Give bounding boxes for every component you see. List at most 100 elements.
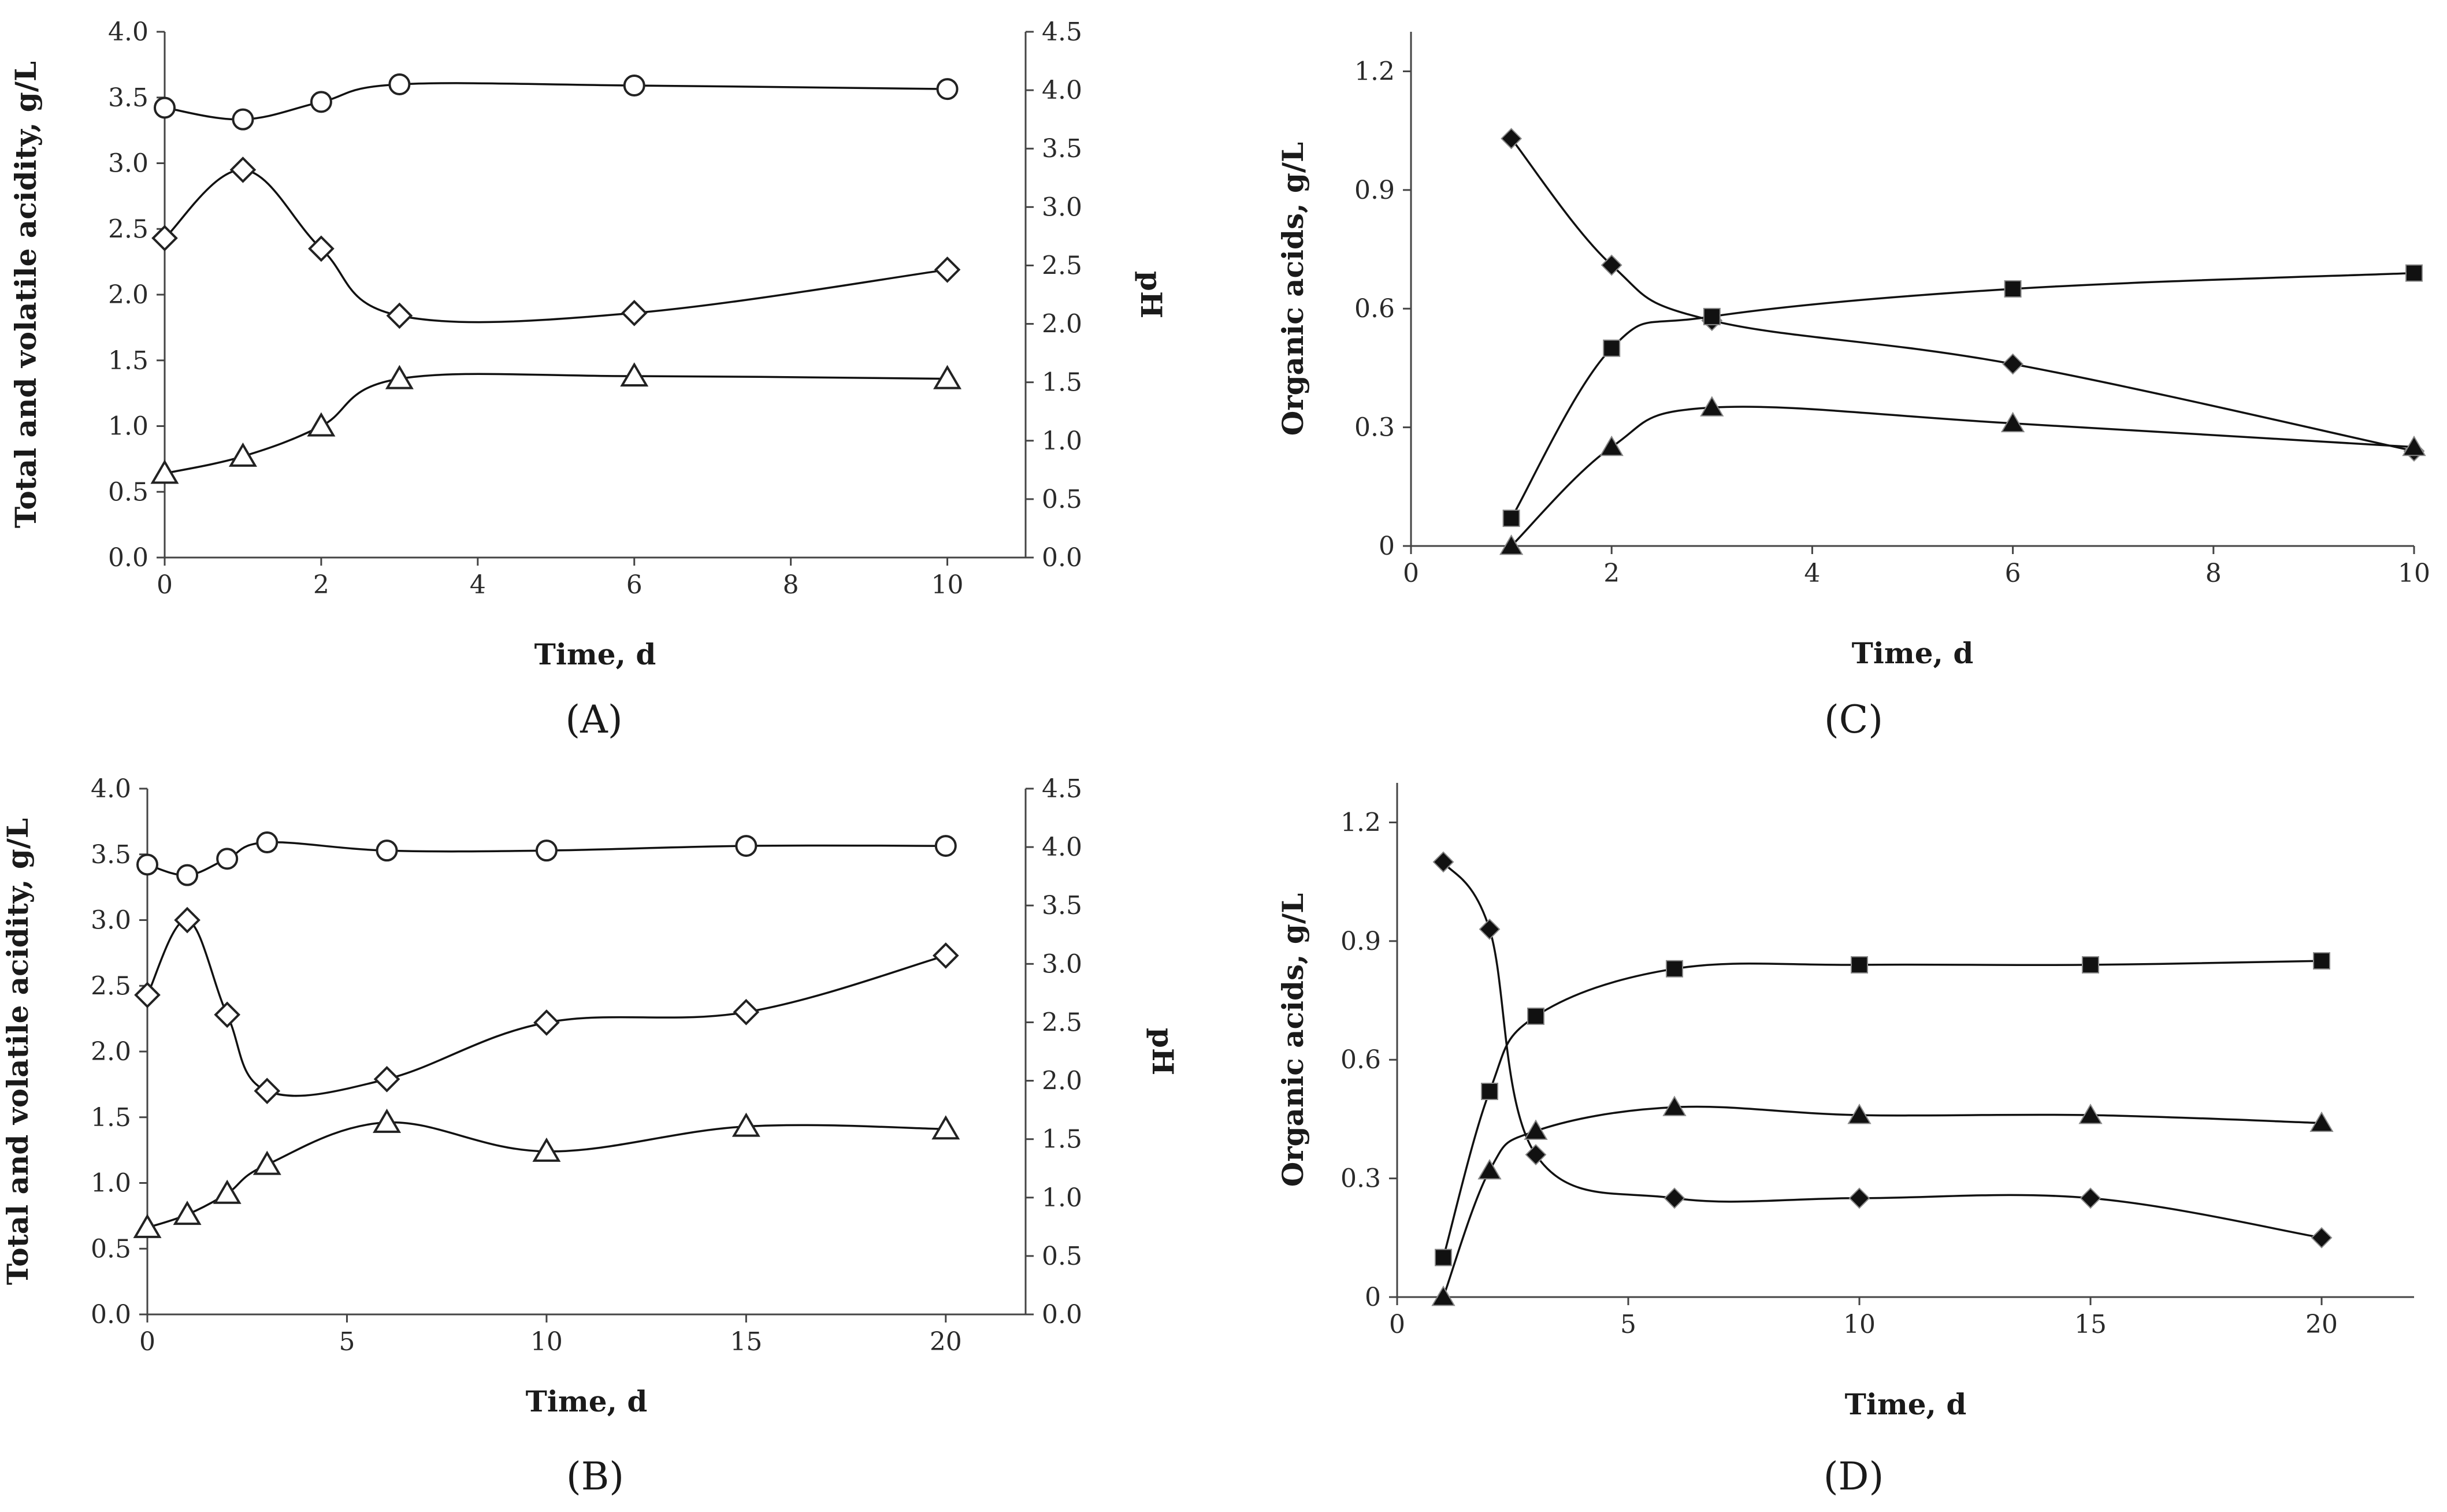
data-point [621,300,648,326]
y-tick-label: 3.5 [108,83,148,113]
data-point [134,982,161,1009]
y2-tick-label: 4.5 [1042,17,1082,47]
x-tick-label: 6 [626,570,643,600]
x-tick-label: 20 [2305,1310,2338,1339]
y-axis-title: Total and volatile acidity, g/L [1,818,35,1285]
data-point [1700,396,1724,417]
y-tick-label: 3.0 [108,149,148,179]
y2-tick-label: 0.0 [1042,1300,1082,1329]
data-point [308,235,335,262]
y-tick-label: 0 [1365,1283,1381,1312]
data-point [931,1115,960,1140]
y-tick-label: 0.5 [108,477,148,507]
data-point [532,1137,561,1162]
data-point [376,839,398,862]
data-point [735,835,758,857]
x-axis-title: Time, d [534,637,656,671]
x-tick-label: 5 [339,1327,355,1357]
x-tick-label: 10 [1843,1310,1876,1339]
y2-tick-label: 0.5 [1042,1242,1082,1271]
data-point [254,1078,281,1105]
data-point [623,75,645,97]
y2-tick-label: 0.0 [1042,543,1082,573]
y2-tick-label: 3.5 [1042,891,1082,920]
data-point [1847,1104,1872,1124]
y2-tick-label: 3.5 [1042,134,1082,164]
data-point [154,96,176,119]
y-tick-label: 2.0 [91,1037,131,1067]
x-tick-label: 20 [930,1327,962,1357]
y2-tick-label: 1.5 [1042,368,1082,397]
x-tick-label: 0 [1389,1310,1405,1339]
data-point [934,256,961,283]
x-axis-title: Time, d [1845,1387,1967,1421]
data-point [253,1150,281,1175]
y2-tick-label: 2.0 [1042,310,1082,339]
y2-tick-label: 4.0 [1042,76,1082,105]
data-point [1851,956,1868,974]
data-point [1601,254,1622,276]
series-line [1510,272,2415,519]
data-point [256,831,279,854]
x-tick-label: 8 [783,570,799,600]
x-tick-label: 4 [470,570,486,600]
series-volatile-acidity [133,1108,960,1238]
data-point [2405,264,2423,282]
y2-tick-label: 1.0 [1042,1183,1082,1213]
data-point [1666,960,1683,978]
data-point [2402,435,2426,456]
series-line [1510,406,2415,547]
data-point [933,365,962,389]
y-tick-label: 1.5 [91,1103,131,1132]
y2-axis-title: pH [1146,1028,1180,1075]
data-point [229,157,257,183]
data-point [133,1213,162,1238]
data-point [388,73,411,95]
data-point [533,1009,560,1036]
y-tick-label: 0.9 [1354,176,1395,205]
y-tick-label: 3.0 [91,906,131,935]
data-point [2080,1187,2101,1209]
x-tick-label: 10 [530,1327,563,1357]
data-point [535,839,558,862]
series-volatile-acidity [150,362,962,484]
data-point [174,907,200,934]
y-axis-title: Organic acids, g/L [1276,142,1310,436]
data-point [2002,353,2024,375]
y-tick-label: 2.5 [108,214,148,244]
y-tick-label: 0.0 [91,1300,131,1329]
y-tick-label: 0.9 [1341,927,1381,956]
x-tick-label: 8 [2205,559,2222,588]
data-point [373,1108,402,1133]
data-point [1599,435,1624,456]
y-axis-title: Organic acids, g/L [1276,893,1310,1187]
y2-axis-title: pH [1134,271,1168,318]
y-tick-label: 0.6 [1341,1045,1381,1075]
data-point [307,412,336,437]
series-line [1442,861,2322,1239]
data-point [1481,1083,1498,1100]
data-point [1477,1158,1502,1180]
series-diamond-series [1432,851,2333,1249]
data-point [213,1179,242,1204]
x-tick-label: 4 [1804,559,1820,588]
data-point [733,998,760,1026]
data-point [2082,956,2099,974]
data-point [1499,534,1524,555]
panel-label: (B) [566,1454,624,1499]
x-tick-label: 0 [157,570,173,600]
chart-panel-b: 0 5 10 15 20 0.0 0.5 1.0 1.5 2.0 2.5 3.0 3.5 4.0 0.0 0.… [1,774,1180,1499]
data-point [936,78,959,101]
x-tick-label: 10 [931,570,964,600]
data-point [620,362,649,387]
data-point [310,91,332,113]
data-point [1435,1249,1452,1266]
series-ph [136,831,957,886]
y-tick-label: 1.2 [1354,57,1395,86]
y-tick-label: 1.5 [108,346,148,376]
data-point [1502,510,1520,527]
x-tick-label: 10 [2398,559,2430,588]
y-tick-label: 0.5 [91,1234,131,1264]
y-tick-label: 0.3 [1354,413,1395,443]
